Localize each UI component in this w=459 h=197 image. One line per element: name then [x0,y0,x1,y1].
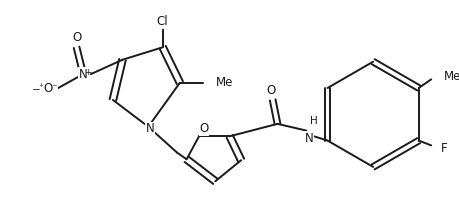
Text: F: F [441,142,448,155]
Text: O: O [72,31,81,44]
Text: −: − [32,85,41,95]
Text: N: N [79,68,88,81]
Text: Cl: Cl [157,15,168,28]
Text: O: O [199,122,208,135]
Text: ⁺O⁻: ⁺O⁻ [38,84,57,93]
Text: O: O [266,84,275,97]
Text: O: O [43,82,52,95]
Text: +: + [84,68,92,77]
Text: Me: Me [216,76,234,89]
Text: H: H [310,116,318,126]
Text: N: N [146,122,155,135]
Text: N: N [305,132,313,145]
Text: Me: Me [444,70,459,83]
